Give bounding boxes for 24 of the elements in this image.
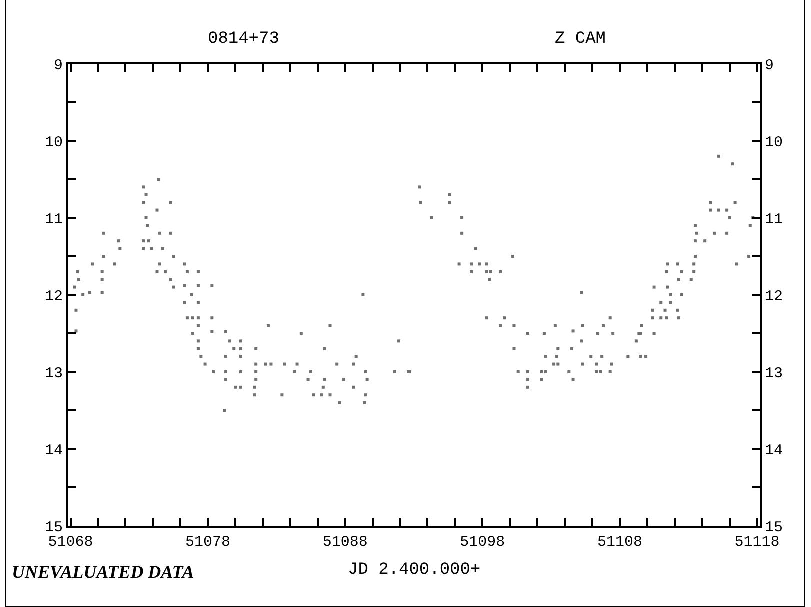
y-tick-label: 15 — [44, 519, 63, 536]
chart-subtitle: Z CAM — [555, 30, 606, 49]
x-tick-label: 51108 — [597, 534, 642, 551]
y2-tick-label: 9 — [765, 57, 774, 74]
chart-title: 0814+73 — [208, 30, 280, 49]
x-tick-label: 51098 — [460, 534, 506, 551]
x-tick-label: 51118 — [734, 534, 780, 551]
y-tick-label: 13 — [44, 365, 63, 382]
y2-tick-label: 12 — [765, 288, 784, 306]
y-tick-label: 9 — [54, 57, 63, 74]
y2-tick-label: 10 — [765, 134, 784, 152]
x-tick-label: 51088 — [322, 534, 368, 551]
x-axis-title: JD 2.400.000+ — [348, 561, 481, 580]
y2-tick-label: 15 — [765, 519, 784, 536]
y-tick-label: 11 — [44, 211, 63, 228]
y2-tick-label: 13 — [765, 365, 784, 382]
x-tick-label: 51078 — [186, 534, 231, 551]
y2-tick-label: 11 — [765, 211, 784, 228]
text: UNEVALUATED DATA — [12, 562, 194, 582]
x-tick-label: 51068 — [48, 534, 94, 551]
y2-tick-label: 14 — [765, 442, 784, 460]
y-tick-label: 12 — [44, 288, 63, 306]
y-tick-label: 14 — [44, 442, 63, 460]
y-tick-label: 10 — [44, 134, 63, 152]
